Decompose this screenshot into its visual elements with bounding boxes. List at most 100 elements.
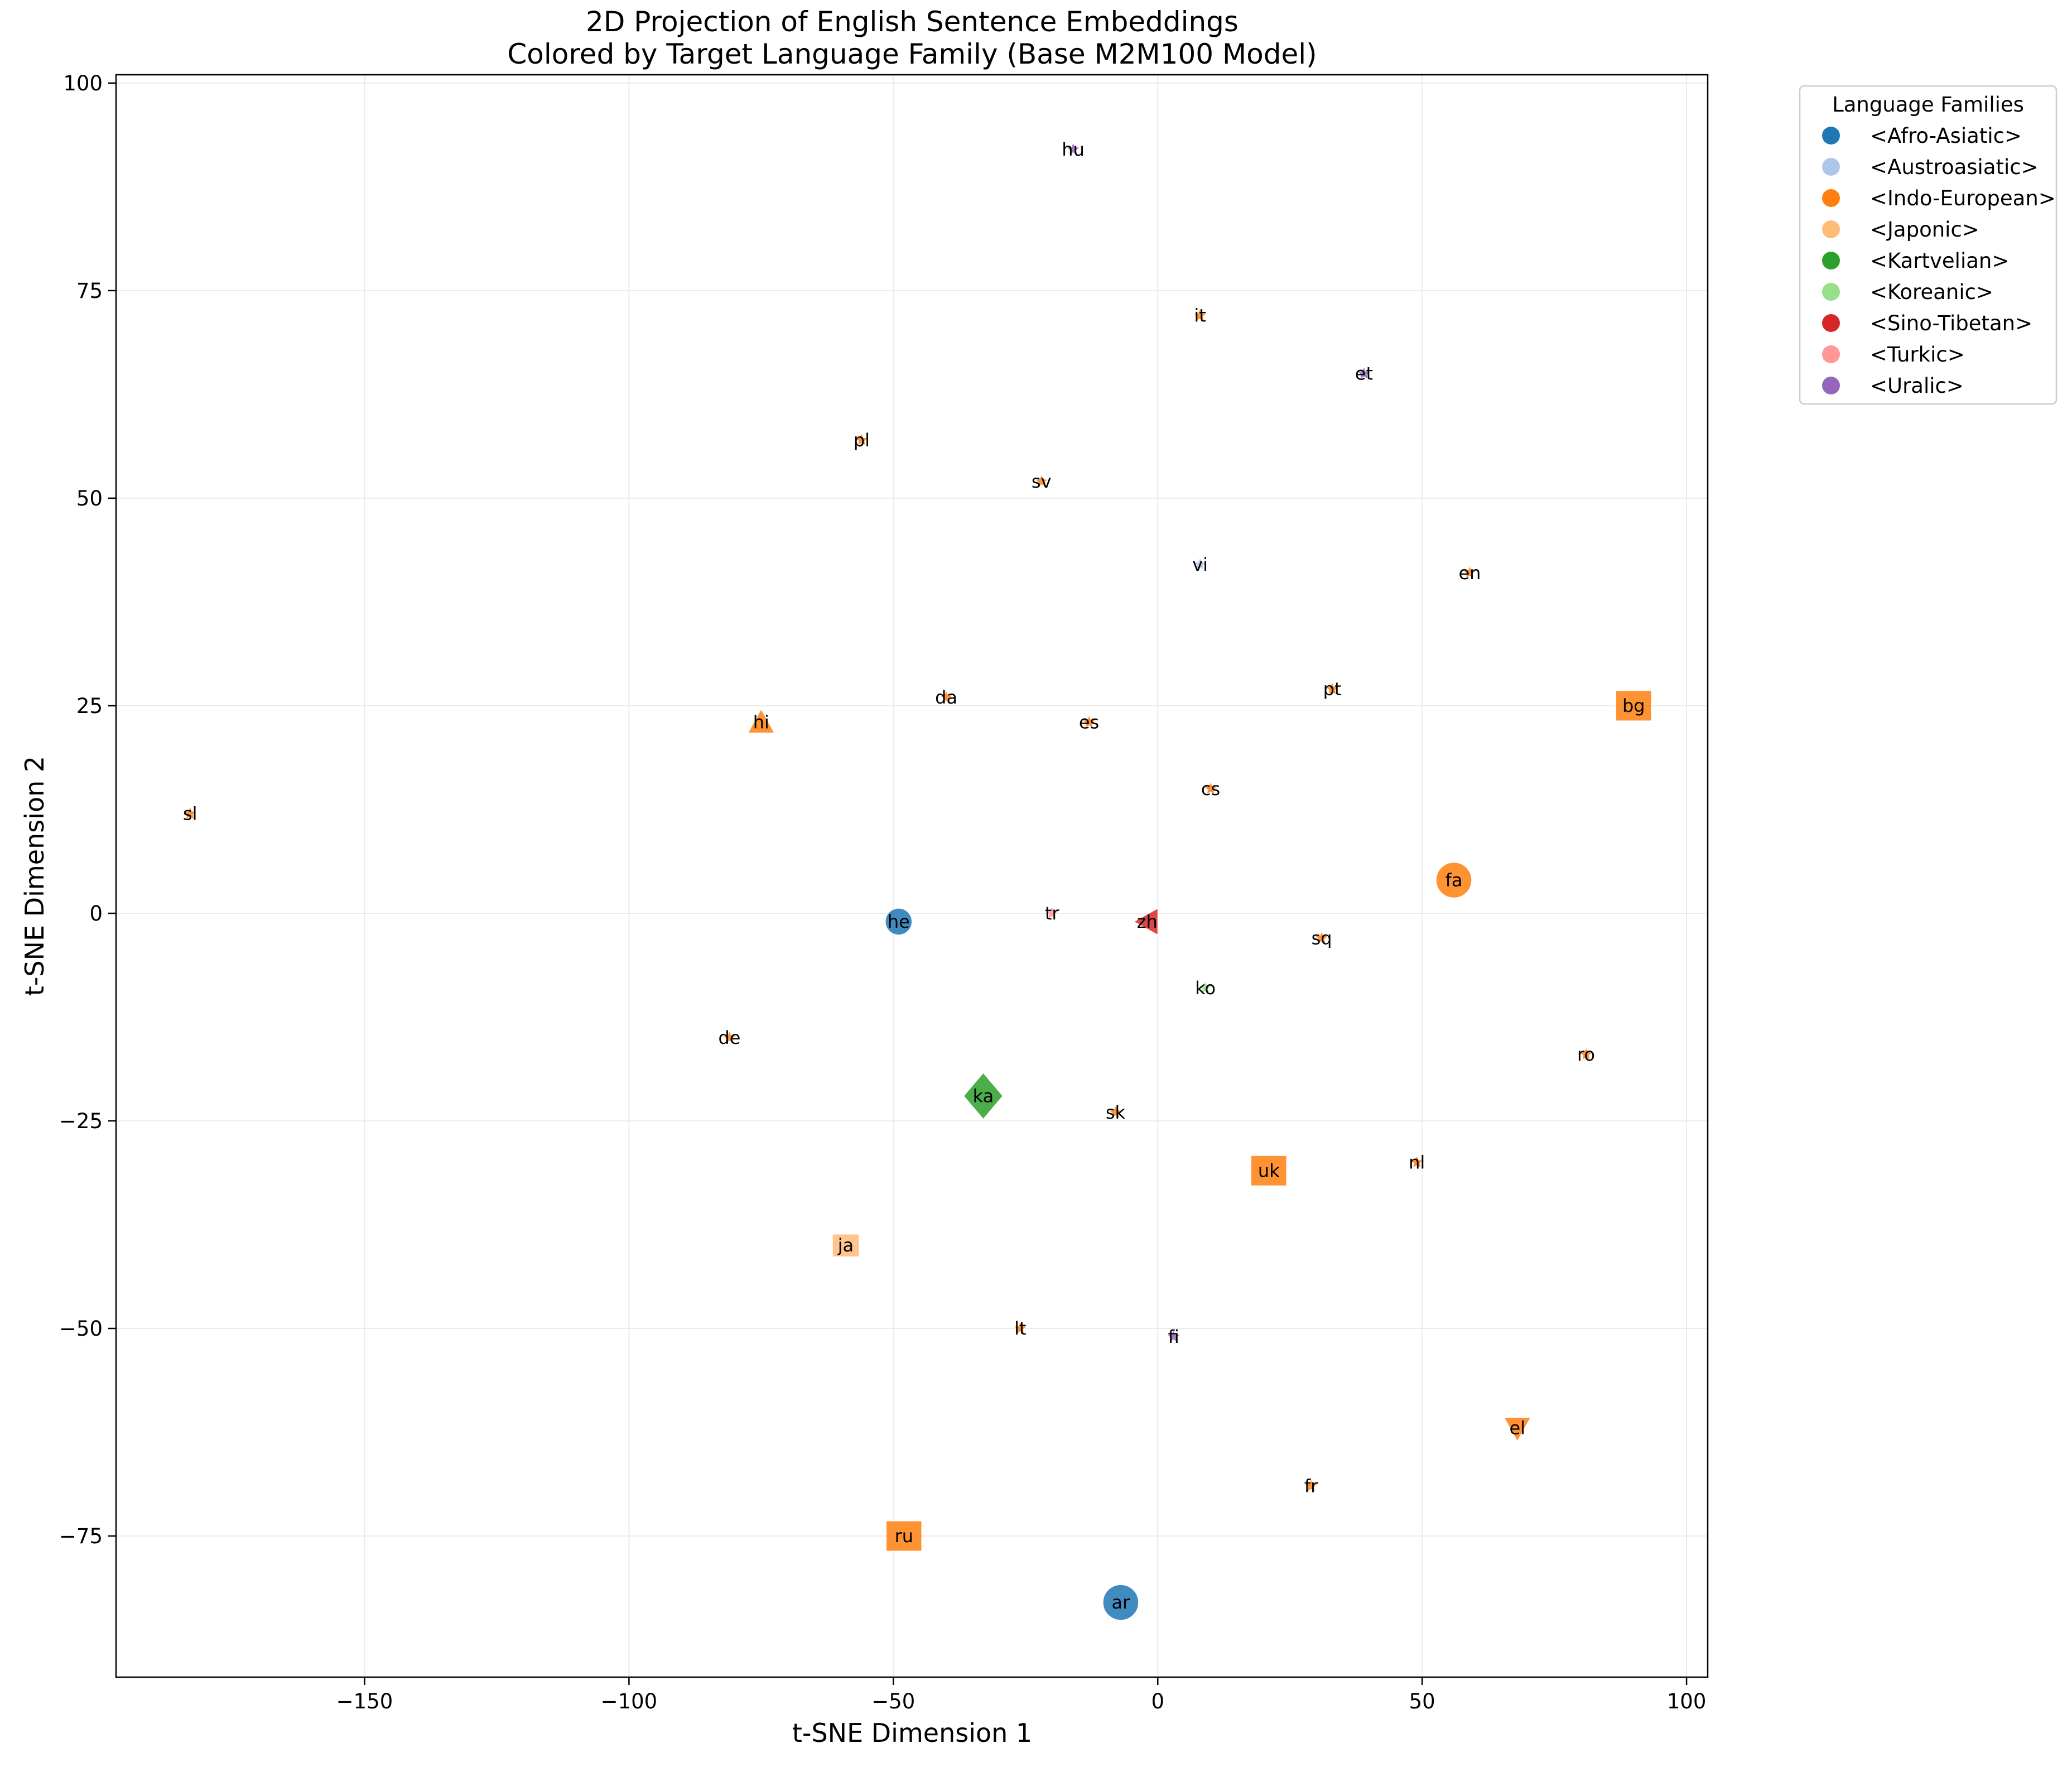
- legend-marker: [1822, 158, 1840, 176]
- legend-title: Language Families: [1832, 93, 2024, 117]
- point-label-es: es: [1079, 712, 1099, 733]
- x-tick-label: −50: [871, 1689, 915, 1713]
- legend-entry-label: <Japonic>: [1870, 218, 1979, 242]
- legend-entry-label: <Indo-European>: [1870, 186, 2056, 210]
- x-axis-label: t-SNE Dimension 1: [792, 1718, 1032, 1748]
- point-label-ar: ar: [1112, 1592, 1131, 1613]
- legend-marker: [1822, 377, 1840, 394]
- point-label-ka: ka: [973, 1085, 994, 1106]
- point-ru: [885, 1520, 923, 1552]
- point-label-ko: ko: [1195, 978, 1216, 999]
- point-label-fa: fa: [1445, 869, 1463, 890]
- point-da: [938, 689, 955, 705]
- data-points: [182, 141, 1652, 1621]
- point-label-hi: hi: [753, 712, 769, 733]
- point-label-tr: tr: [1045, 903, 1060, 924]
- y-tick-label: 75: [76, 279, 103, 303]
- point-label-fr: fr: [1304, 1476, 1318, 1497]
- legend-marker: [1822, 314, 1840, 332]
- point-hu: [1065, 141, 1081, 156]
- point-lt: [1012, 1320, 1029, 1336]
- point-label-uk: uk: [1258, 1160, 1280, 1181]
- legend-entry-label: <Afro-Asiatic>: [1870, 124, 2022, 148]
- plot-area-frame: [115, 74, 1709, 1678]
- point-labels: hu it et pl sv vi en pt bg da es hi cs sl fa tr he zh sq ko…: [183, 139, 1645, 1613]
- legend-entry-label: <Koreanic>: [1870, 280, 1993, 304]
- point-label-en: en: [1458, 562, 1481, 584]
- legend-entries: <Afro-Asiatic> <Austroasiatic> <Indo-Europ…: [1822, 124, 2056, 398]
- point-label-de: de: [718, 1027, 740, 1048]
- point-tr: [1044, 905, 1060, 921]
- point-sl: [182, 805, 198, 821]
- y-tick-label: −75: [59, 1524, 103, 1548]
- point-label-sk: sk: [1106, 1102, 1126, 1123]
- point-fr: [1303, 1477, 1319, 1493]
- grid-lines: [116, 75, 1708, 1677]
- y-tick-label: 100: [63, 71, 103, 95]
- point-label-sl: sl: [183, 803, 197, 824]
- point-he: [885, 908, 913, 936]
- point-label-ru: ru: [895, 1525, 913, 1547]
- point-label-pl: pl: [854, 430, 870, 451]
- legend-marker: [1822, 252, 1840, 269]
- point-fi: [1165, 1328, 1182, 1344]
- point-ro: [1578, 1046, 1594, 1062]
- point-ka: [963, 1072, 1004, 1120]
- point-zh: [1133, 907, 1159, 936]
- point-es: [1081, 714, 1097, 729]
- legend-entry-label: <Sino-Tibetan>: [1870, 311, 2032, 335]
- y-tick-label: 50: [76, 487, 103, 511]
- x-tick-label: −100: [601, 1689, 658, 1713]
- point-label-ro: ro: [1577, 1044, 1595, 1065]
- y-tick-label: −25: [59, 1109, 103, 1133]
- legend-frame: [1799, 85, 2057, 405]
- legend-entry-label: <Uralic>: [1870, 374, 1964, 398]
- legend: Language Families <Afro-Asiatic> <Austroa…: [1799, 85, 2057, 405]
- point-label-et: et: [1355, 363, 1373, 384]
- legend-marker: [1822, 189, 1840, 207]
- point-vi: [1192, 556, 1208, 572]
- legend-marker: [1822, 345, 1840, 363]
- point-pt: [1324, 681, 1341, 696]
- point-ar: [1102, 1584, 1139, 1621]
- point-label-he: he: [888, 911, 910, 932]
- point-fa: [1435, 861, 1472, 899]
- point-sq: [1313, 930, 1330, 945]
- legend-marker: [1822, 220, 1840, 238]
- point-ja: [832, 1234, 860, 1258]
- point-el: [1503, 1417, 1532, 1443]
- point-label-el: el: [1509, 1418, 1525, 1439]
- chart-title: 2D Projection of English Sentence Embedd…: [586, 6, 1239, 38]
- x-tick-label: 50: [1409, 1689, 1435, 1713]
- point-label-sq: sq: [1312, 928, 1332, 949]
- point-de: [721, 1029, 738, 1045]
- point-bg: [1615, 690, 1652, 721]
- point-ko: [1197, 979, 1213, 995]
- point-en: [1462, 564, 1478, 580]
- point-label-bg: bg: [1622, 695, 1645, 716]
- point-it: [1192, 307, 1208, 322]
- legend-marker: [1822, 127, 1840, 145]
- point-label-lt: lt: [1014, 1318, 1026, 1339]
- point-cs: [1202, 780, 1219, 796]
- point-uk: [1250, 1155, 1288, 1187]
- point-nl: [1409, 1154, 1425, 1169]
- y-tick-label: −50: [59, 1317, 103, 1341]
- legend-entry-label: <Turkic>: [1870, 343, 1965, 367]
- y-tick-label: 25: [76, 694, 103, 718]
- x-tick-label: 0: [1151, 1689, 1164, 1713]
- y-axis-label: t-SNE Dimension 2: [20, 756, 50, 996]
- point-label-ja: ja: [837, 1235, 854, 1256]
- point-label-zh: zh: [1137, 911, 1158, 932]
- legend-marker: [1822, 283, 1840, 301]
- x-tick-label: 100: [1667, 1689, 1707, 1713]
- axis-ticks: −150 −100 −50 0 50 100 −75 −50 −25 0 25 50 75 100: [59, 71, 1706, 1713]
- point-label-cs: cs: [1201, 778, 1220, 800]
- x-tick-label: −150: [336, 1689, 393, 1713]
- point-pl: [854, 431, 870, 447]
- point-sv: [1033, 473, 1049, 489]
- y-tick-label: 0: [89, 902, 103, 926]
- point-label-vi: vi: [1192, 554, 1208, 575]
- legend-entry-label: <Kartvelian>: [1870, 249, 2009, 273]
